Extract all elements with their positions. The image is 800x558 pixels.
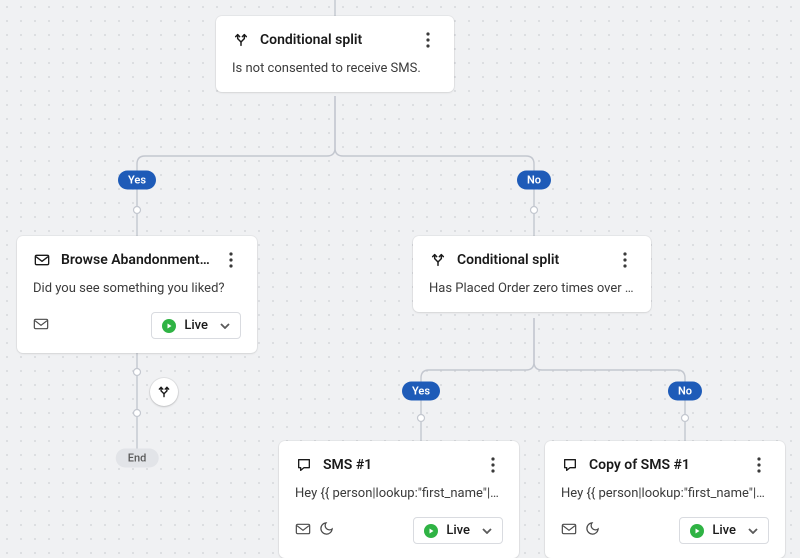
node-description: Hey {{ person|lookup:"first_name"|defaul… (561, 485, 769, 503)
email-channel-icon (295, 521, 311, 540)
chevron-down-icon (482, 523, 492, 538)
node-title: SMS #1 (323, 457, 473, 473)
sms-icon (295, 456, 313, 474)
status-label: Live (446, 523, 470, 538)
kebab-menu[interactable] (221, 250, 241, 270)
chevron-down-icon (220, 318, 230, 333)
status-label: Live (184, 318, 208, 333)
email-channel-icon (33, 316, 49, 335)
node-conditional-split-order[interactable]: Conditional split Has Placed Order zero … (413, 236, 651, 312)
kebab-menu[interactable] (749, 455, 769, 475)
email-icon (33, 251, 51, 269)
branch-pill-yes: Yes (402, 382, 440, 401)
node-description: Is not consented to receive SMS. (232, 60, 438, 78)
status-dropdown[interactable]: Live (413, 517, 503, 544)
add-split-button[interactable] (150, 378, 178, 406)
quiet-hours-icon (585, 521, 600, 540)
email-channel-icon (561, 521, 577, 540)
quiet-hours-icon (319, 521, 334, 540)
node-email-browse-abandonment[interactable]: Browse Abandonment: Email… Did you see s… (17, 236, 257, 353)
kebab-menu[interactable] (615, 250, 635, 270)
node-description: Did you see something you liked? (33, 280, 241, 298)
kebab-menu[interactable] (418, 30, 438, 50)
chevron-down-icon (748, 523, 758, 538)
branch-pill-no: No (668, 382, 702, 401)
end-pill: End (116, 449, 159, 468)
status-dropdown[interactable]: Live (679, 517, 769, 544)
branch-pill-yes: Yes (118, 171, 156, 190)
kebab-menu[interactable] (483, 455, 503, 475)
node-title: Conditional split (260, 32, 408, 48)
node-conditional-split-root[interactable]: Conditional split Is not consented to re… (216, 16, 454, 92)
node-description: Hey {{ person|lookup:"first_name"|defaul… (295, 485, 503, 503)
play-icon (690, 524, 704, 538)
play-icon (424, 524, 438, 538)
status-label: Live (712, 523, 736, 538)
node-sms-copy[interactable]: Copy of SMS #1 Hey {{ person|lookup:"fir… (545, 441, 785, 558)
node-sms-1[interactable]: SMS #1 Hey {{ person|lookup:"first_name"… (279, 441, 519, 558)
node-title: Browse Abandonment: Email… (61, 252, 211, 268)
branch-pill-no: No (517, 171, 551, 190)
split-icon (232, 31, 250, 49)
split-icon (429, 251, 447, 269)
play-icon (162, 319, 176, 333)
sms-icon (561, 456, 579, 474)
status-dropdown[interactable]: Live (151, 312, 241, 339)
node-description: Has Placed Order zero times over all tim… (429, 280, 635, 298)
node-title: Copy of SMS #1 (589, 457, 739, 473)
node-title: Conditional split (457, 252, 605, 268)
